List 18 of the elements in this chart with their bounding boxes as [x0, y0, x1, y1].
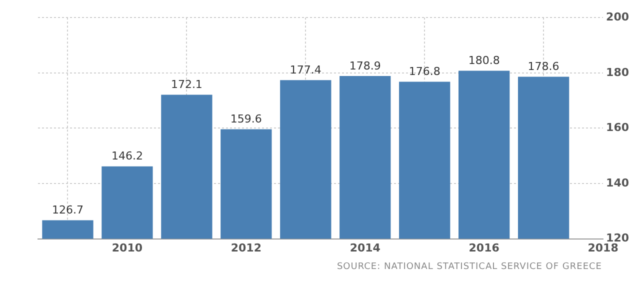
y-tick-label: 200 — [606, 10, 630, 24]
x-tick-label: 2010 — [112, 241, 143, 254]
x-tick-label: 2014 — [350, 241, 381, 254]
y-tick-label: 140 — [606, 176, 630, 190]
x-tick-label: 2012 — [230, 241, 262, 254]
x-tick-label: 2016 — [468, 241, 500, 254]
data-label: 176.8 — [408, 65, 440, 78]
data-label: 180.8 — [468, 54, 500, 68]
data-label: 146.2 — [111, 150, 143, 163]
y-tick-label: 180 — [606, 66, 630, 79]
data-label: 178.6 — [528, 60, 560, 74]
data-label: 172.1 — [170, 78, 202, 92]
data-label: 126.7 — [52, 204, 84, 217]
data-label: 177.4 — [290, 63, 322, 76]
y-tick-label: 160 — [606, 121, 630, 134]
data-label: 159.6 — [230, 112, 262, 126]
data-label: 178.9 — [349, 59, 381, 72]
source-note: SOURCE: NATIONAL STATISTICAL SERVICE OF GREECE — [336, 262, 603, 272]
